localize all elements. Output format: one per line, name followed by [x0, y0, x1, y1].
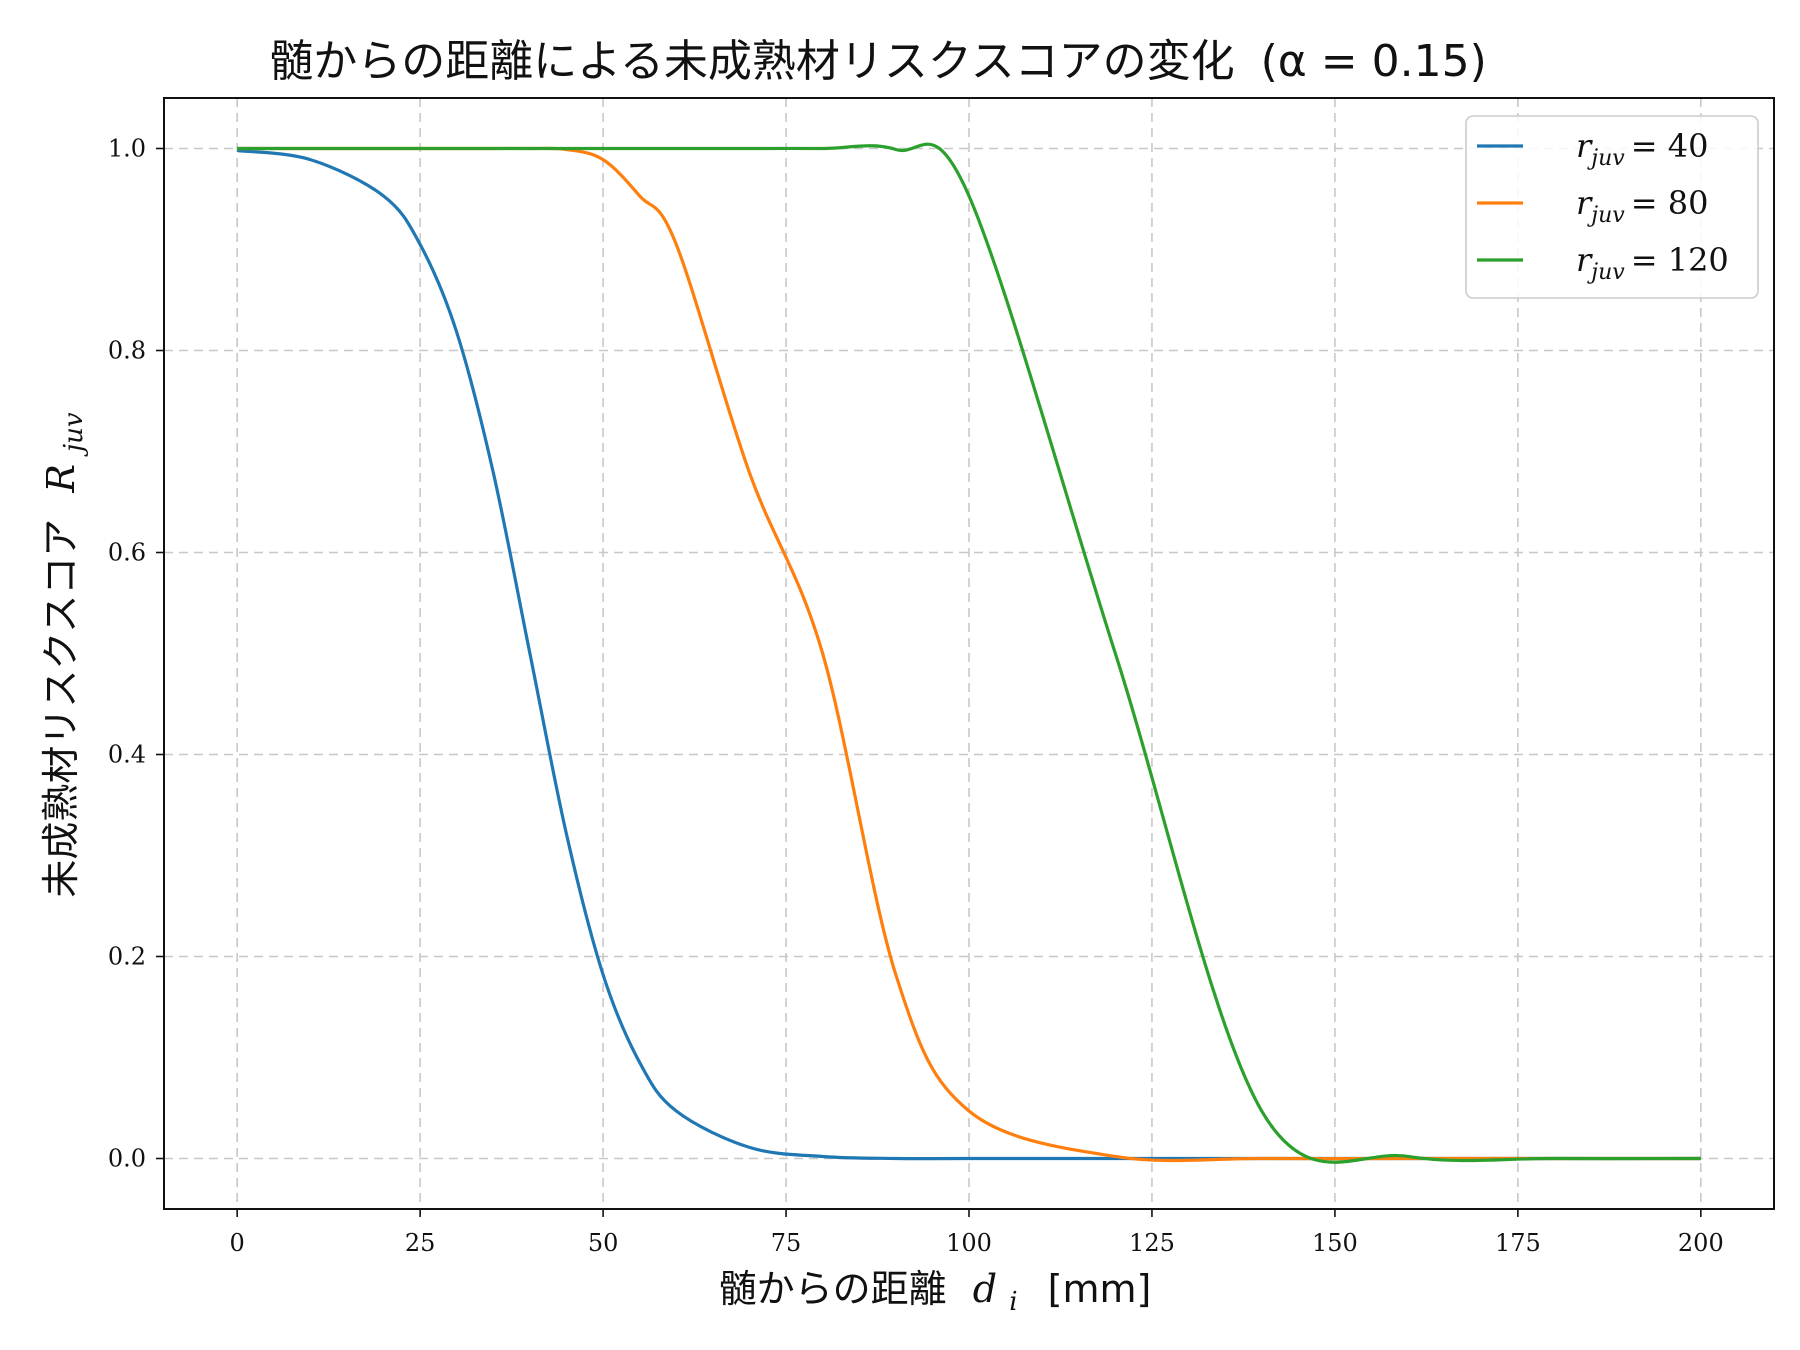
x-tick-label: 50: [588, 1229, 619, 1257]
legend-value: = 80: [1631, 184, 1709, 222]
y-axis-label-text: 未成熟材リスクスコア: [39, 519, 83, 898]
legend-var: r: [1576, 241, 1593, 279]
y-tick-label: 0.2: [108, 943, 146, 971]
legend-value: = 120: [1631, 241, 1729, 279]
x-axis-label-sub: i: [1009, 1287, 1017, 1317]
legend-sub: juv: [1586, 260, 1625, 285]
y-tick-label: 0.6: [108, 539, 146, 567]
legend-sub: juv: [1586, 203, 1625, 228]
legend-sub: juv: [1586, 146, 1625, 171]
x-tick-label: 100: [946, 1229, 992, 1257]
legend-value: = 40: [1631, 127, 1709, 165]
chart-title-param: (α = 0.15): [1261, 36, 1487, 87]
y-tick-label: 1.0: [108, 135, 146, 163]
x-tick-label: 175: [1495, 1229, 1541, 1257]
chart-title: 髄からの距離による未成熟材リスクスコアの変化 (α = 0.15): [269, 36, 1487, 87]
legend-label-2: rjuv = 80: [1576, 184, 1708, 228]
x-tick-labels: 0 25 50 75 100 125 150 175 200: [230, 1229, 1724, 1257]
x-tick-label: 200: [1678, 1229, 1724, 1257]
legend-box: [1465, 115, 1759, 299]
legend-var: r: [1576, 184, 1593, 222]
y-tick-label: 0.4: [108, 741, 146, 769]
series-line-3: [237, 142, 1701, 1164]
y-axis-label-sub: juv: [59, 412, 89, 457]
y-tick-label: 0.8: [108, 337, 146, 365]
legend-var: r: [1576, 127, 1593, 165]
x-axis-label: 髄からの距離 d i [mm]: [719, 1267, 1152, 1319]
y-axis-label-var: R: [39, 464, 83, 494]
x-tick-label: 125: [1129, 1229, 1175, 1257]
chart-title-main: 髄からの距離による未成熟材リスクスコアの変化: [269, 36, 1234, 87]
y-tick-label: 0.0: [108, 1145, 146, 1173]
x-tick-label: 0: [230, 1229, 245, 1257]
y-axis-label: 未成熟材リスクスコア R juv: [39, 412, 89, 897]
x-tick-label: 25: [405, 1229, 436, 1257]
legend-label-3: rjuv = 120: [1576, 241, 1729, 285]
plot-area: [163, 97, 1775, 1210]
y-tick-labels: 0.0 0.2 0.4 0.6 0.8 1.0: [108, 135, 146, 1173]
x-tick-label: 150: [1312, 1229, 1358, 1257]
x-tick-label: 75: [771, 1229, 802, 1257]
x-axis-label-var: d: [973, 1267, 997, 1311]
series-lines: [236, 142, 1701, 1164]
legend-label-1: rjuv = 40: [1576, 127, 1708, 171]
x-axis-label-text: 髄からの距離: [719, 1267, 947, 1311]
x-axis-label-unit: [mm]: [1048, 1267, 1152, 1311]
